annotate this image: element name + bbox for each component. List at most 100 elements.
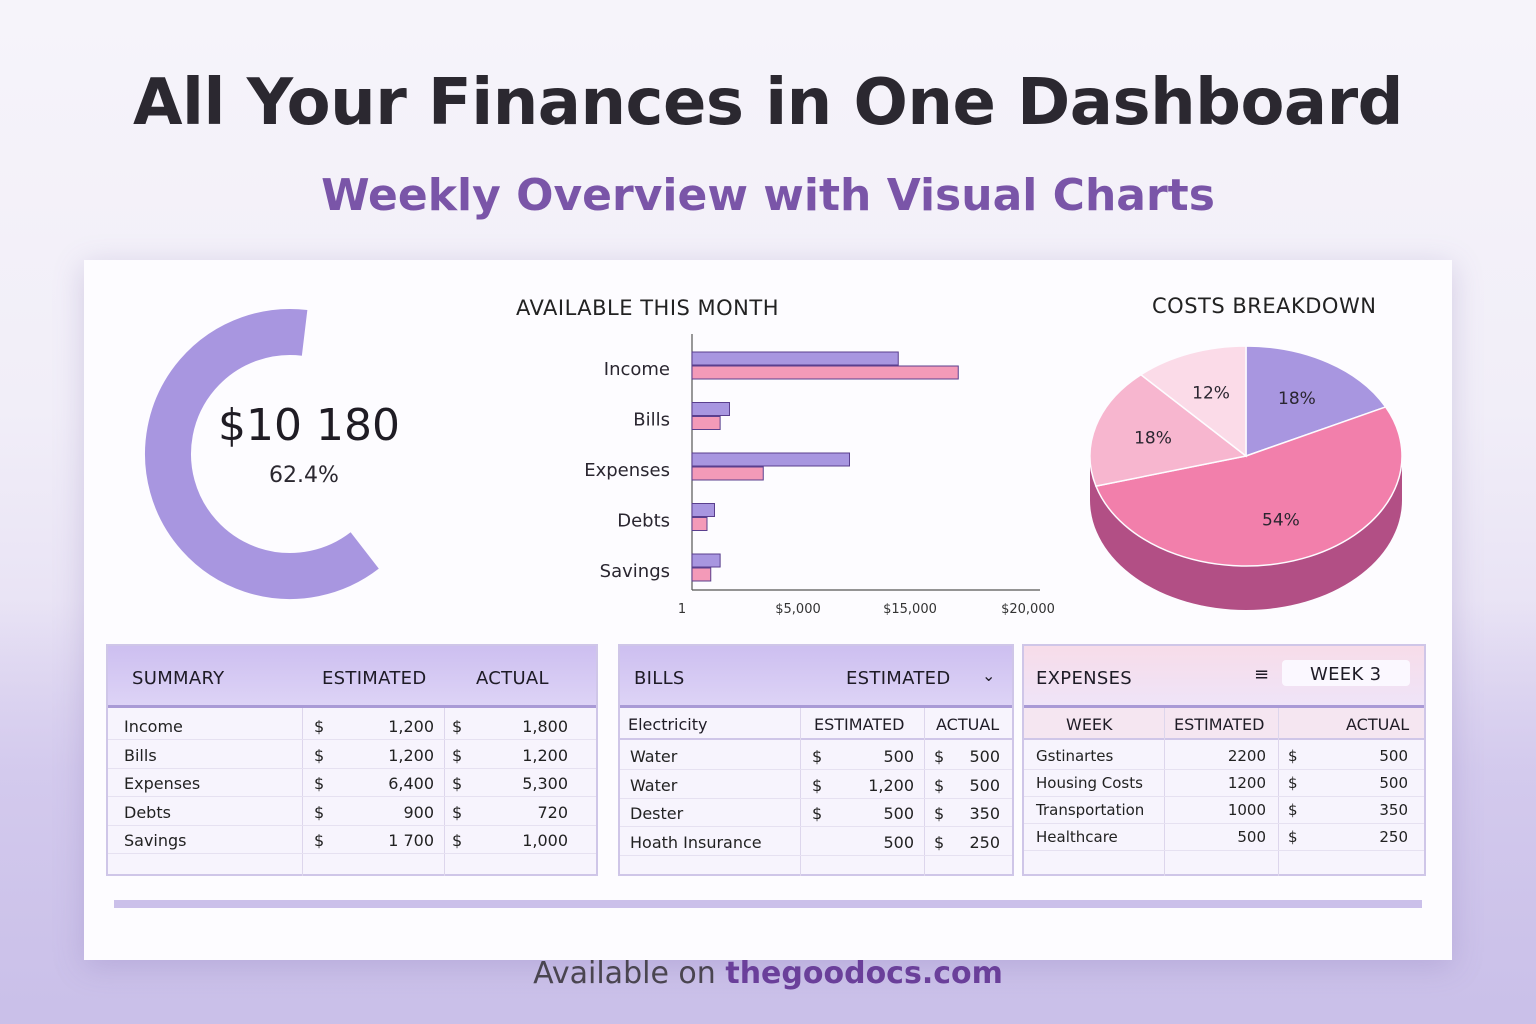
row-label: Income [124, 717, 183, 736]
actual-value: 720 [537, 802, 568, 822]
table-row: Bills $1,200 $1,200 [108, 741, 596, 769]
week-selector-label: WEEK 3 [1310, 664, 1382, 685]
currency-symbol: $ [1288, 801, 1298, 819]
summary-header-actual: ACTUAL [476, 668, 549, 689]
actual-value: 1,800 [522, 717, 568, 736]
bar [691, 351, 899, 366]
table-row: Water $1,200 $500 [620, 771, 1012, 799]
currency-symbol: $ [934, 747, 945, 766]
expenses-col-estimated: ESTIMATED [1174, 715, 1265, 734]
currency-symbol: $ [452, 745, 463, 765]
expenses-column-header: WEEK ESTIMATED ACTUAL [1024, 708, 1424, 740]
column-divider [1278, 708, 1279, 876]
currency-symbol: $ [452, 774, 463, 793]
currency-symbol: $ [452, 802, 463, 822]
currency-symbol: $ [314, 774, 325, 793]
table-row: Debts $900 $720 [108, 798, 596, 826]
currency-symbol: $ [314, 831, 325, 850]
row-label: Debts [124, 802, 171, 822]
row-label: Water [630, 775, 678, 795]
row-label: Expenses [124, 774, 201, 793]
pie-slice [1094, 406, 1403, 567]
bar-tick-label: $5,000 [775, 602, 821, 617]
donut-arc [145, 309, 379, 599]
actual-value: 250 [969, 832, 1000, 852]
row-label: Water [630, 747, 678, 766]
currency-symbol: $ [314, 802, 325, 822]
expenses-title: EXPENSES [1036, 668, 1133, 689]
summary-table-header: SUMMARY ESTIMATED ACTUAL [108, 646, 596, 708]
bills-dropdown[interactable]: ESTIMATED [846, 668, 951, 689]
summary-table: SUMMARY ESTIMATED ACTUAL Income $1,200 $1,… [106, 644, 598, 876]
chevron-down-icon[interactable]: ⌄ [982, 666, 996, 685]
row-label: Housing Costs [1036, 774, 1143, 792]
row-label: Transportation [1036, 801, 1145, 819]
currency-symbol: $ [934, 804, 945, 823]
page-subtitle: Weekly Overview with Visual Charts [321, 170, 1215, 221]
currency-symbol: $ [1288, 828, 1298, 846]
currency-symbol: $ [812, 804, 823, 823]
estimated-value: 6,400 [388, 774, 434, 793]
column-divider [1164, 708, 1165, 876]
column-divider [444, 708, 445, 876]
pie-slice-label: 54% [1262, 511, 1300, 531]
column-divider [924, 708, 925, 876]
column-divider [302, 708, 303, 876]
table-row: Income $1,200 $1,800 [108, 712, 596, 740]
available-donut-chart [145, 309, 379, 599]
menu-icon[interactable]: ≡ [1254, 664, 1270, 685]
bar [691, 517, 708, 531]
actual-value: 500 [1379, 747, 1408, 765]
expenses-table-header: EXPENSES ≡ WEEK 3 [1024, 646, 1424, 708]
actual-value: 500 [1379, 774, 1408, 792]
footer-availability: Available on thegoodocs.com [0, 956, 1536, 991]
table-row: Gstinartes 2200 $500 [1024, 742, 1424, 770]
currency-symbol: $ [1288, 747, 1298, 765]
footer-prefix: Available on [533, 956, 716, 991]
available-bar-chart: Income Bills Expenses Debts Savings 1 $5,000 $1… [584, 334, 1055, 617]
actual-value: 350 [1379, 801, 1408, 819]
bar [691, 452, 850, 467]
table-row: Water $500 $500 [620, 742, 1012, 770]
estimated-value: 1000 [1227, 801, 1266, 819]
estimated-value: 500 [1237, 828, 1266, 846]
table-row: Expenses $6,400 $5,300 [108, 769, 596, 797]
footer-site-link[interactable]: thegoodocs.com [725, 956, 1003, 991]
bar [691, 365, 959, 380]
actual-value: 250 [1379, 828, 1408, 846]
row-label: Savings [124, 831, 187, 850]
currency-symbol: $ [934, 775, 945, 795]
bills-table: BILLS ESTIMATED ⌄ Electricity ESTIMATED … [618, 644, 1014, 876]
bar-tick-label: 1 [678, 602, 686, 617]
bar [691, 416, 721, 430]
currency-symbol: $ [452, 717, 463, 736]
row-label: Dester [630, 804, 684, 823]
bills-table-header: BILLS ESTIMATED ⌄ [620, 646, 1012, 708]
week-selector[interactable] [1282, 660, 1410, 686]
estimated-value: 1200 [1227, 774, 1266, 792]
estimated-value: 1,200 [388, 717, 434, 736]
pie-slice-label: 18% [1278, 389, 1316, 409]
donut-percent: 62.4% [269, 463, 339, 488]
bar-tick-label: $15,000 [883, 602, 937, 617]
actual-value: 1,200 [522, 745, 568, 765]
summary-header-estimated: ESTIMATED [322, 668, 427, 689]
actual-value: 1,000 [522, 831, 568, 850]
bar-category-label: Income [604, 359, 670, 380]
currency-symbol: $ [934, 832, 945, 852]
bar-tick-label: $20,000 [1001, 602, 1055, 617]
estimated-value: 2200 [1227, 747, 1266, 765]
column-divider [800, 708, 801, 876]
expenses-col-week: WEEK [1066, 715, 1113, 734]
bar-chart-title: AVAILABLE THIS MONTH [516, 296, 779, 320]
bills-col-actual: ACTUAL [936, 715, 1000, 734]
row-label: Healthcare [1036, 828, 1118, 846]
currency-symbol: $ [1288, 774, 1298, 792]
expenses-table: EXPENSES ≡ WEEK 3 WEEK ESTIMATED ACTUAL … [1022, 644, 1426, 876]
pie-slice-label: 12% [1192, 383, 1230, 403]
costs-pie-chart: 18% 54% 18% 12% [1089, 345, 1403, 610]
footer-divider [114, 900, 1422, 908]
bar [691, 402, 730, 416]
estimated-value: 500 [883, 747, 914, 766]
pie-slice [1139, 345, 1247, 458]
